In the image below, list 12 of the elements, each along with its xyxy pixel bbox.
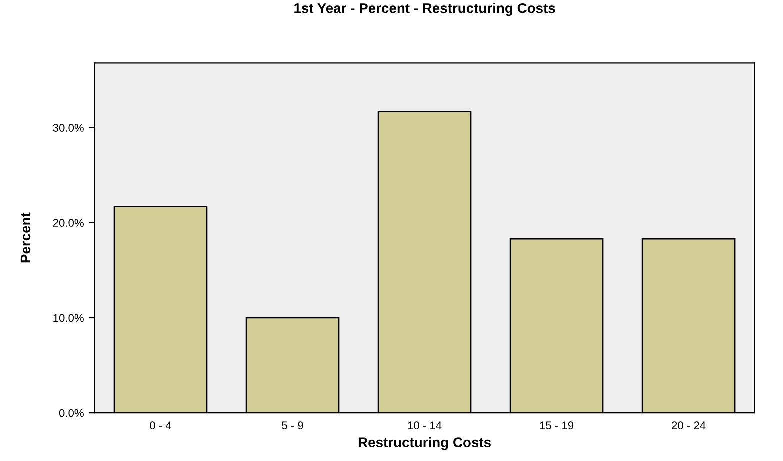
y-tick-label: 0.0%: [59, 409, 84, 418]
y-axis-title: Percent: [20, 212, 31, 263]
x-axis-title: Restructuring Costs: [358, 437, 491, 450]
y-tick-label: 30.0%: [53, 124, 84, 132]
x-tick-label: 0 - 4: [150, 422, 172, 430]
x-tick-label: 5 - 9: [282, 422, 304, 430]
x-tick-label: 15 - 19: [540, 422, 574, 430]
x-tick-label: 10 - 14: [408, 422, 442, 430]
y-tick-label: 20.0%: [53, 219, 84, 228]
chart-title: 1st Year - Percent - Restructuring Costs: [294, 3, 556, 16]
x-tick-label: 20 - 24: [672, 422, 706, 430]
y-tick-label: 10.0%: [54, 314, 84, 322]
